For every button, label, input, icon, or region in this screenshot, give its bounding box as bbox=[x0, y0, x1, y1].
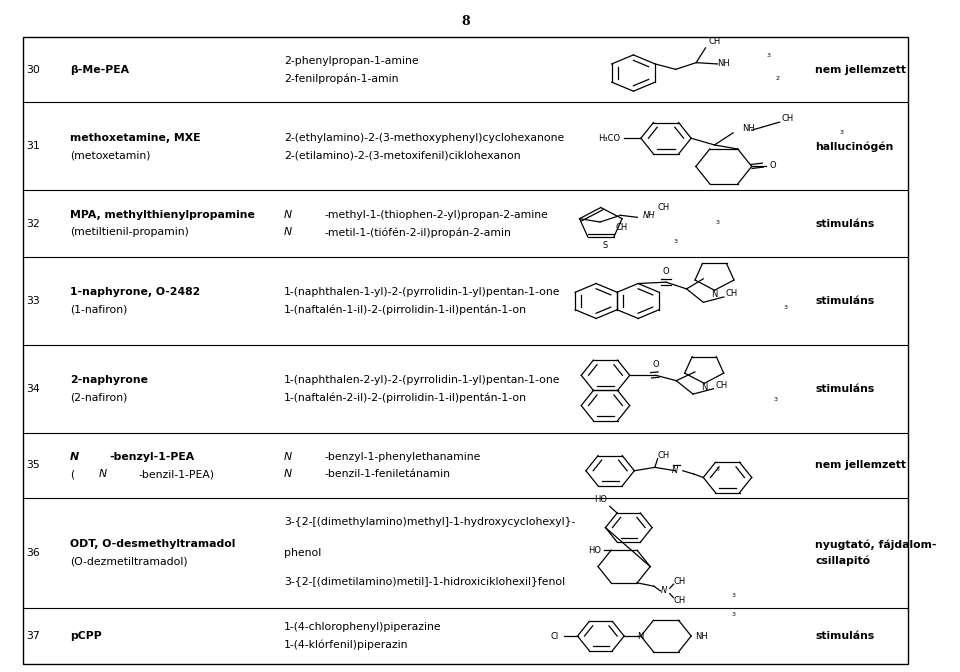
Text: N: N bbox=[661, 587, 667, 595]
Text: 8: 8 bbox=[462, 15, 470, 28]
Text: ODT, O-desmethyltramadol: ODT, O-desmethyltramadol bbox=[70, 540, 235, 550]
Text: 32: 32 bbox=[26, 218, 39, 228]
Text: 30: 30 bbox=[26, 65, 40, 75]
Text: (1-nafiron): (1-nafiron) bbox=[70, 304, 128, 314]
Text: stimuláns: stimuláns bbox=[815, 296, 875, 306]
Text: 3: 3 bbox=[716, 467, 720, 472]
Text: 3: 3 bbox=[774, 397, 778, 402]
Text: 3: 3 bbox=[840, 130, 844, 135]
Text: CH: CH bbox=[781, 114, 794, 123]
Text: -benzyl-1-phenylethanamine: -benzyl-1-phenylethanamine bbox=[324, 452, 480, 462]
Text: 34: 34 bbox=[26, 384, 39, 394]
Text: 2-(etilamino)-2-(3-metoxifenil)ciklohexanon: 2-(etilamino)-2-(3-metoxifenil)ciklohexa… bbox=[284, 150, 520, 160]
Text: MPA, methylthienylpropamine: MPA, methylthienylpropamine bbox=[70, 210, 254, 220]
Text: CH: CH bbox=[708, 37, 721, 46]
Text: 33: 33 bbox=[26, 296, 39, 306]
Text: -methyl-1-(thiophen-2-yl)propan-2-amine: -methyl-1-(thiophen-2-yl)propan-2-amine bbox=[324, 210, 548, 220]
Text: pCPP: pCPP bbox=[70, 631, 102, 641]
Text: HO: HO bbox=[588, 546, 601, 555]
Text: stimuláns: stimuláns bbox=[815, 384, 875, 394]
Text: 2-(ethylamino)-2-(3-methoxyphenyl)cyclohexanone: 2-(ethylamino)-2-(3-methoxyphenyl)cycloh… bbox=[284, 132, 564, 142]
Text: N: N bbox=[672, 466, 679, 475]
Text: N: N bbox=[99, 469, 108, 479]
Text: 3: 3 bbox=[732, 593, 735, 598]
Text: 3: 3 bbox=[783, 305, 788, 310]
Text: N: N bbox=[636, 632, 643, 640]
Text: N: N bbox=[284, 452, 292, 462]
Text: nem jellemzett: nem jellemzett bbox=[815, 460, 906, 470]
Text: N: N bbox=[701, 383, 708, 392]
Text: CH: CH bbox=[715, 381, 728, 390]
Text: CH: CH bbox=[674, 577, 685, 586]
Text: 1-(naphthalen-2-yl)-2-(pyrrolidin-1-yl)pentan-1-one: 1-(naphthalen-2-yl)-2-(pyrrolidin-1-yl)p… bbox=[284, 375, 561, 385]
Text: 2-naphyrone: 2-naphyrone bbox=[70, 375, 148, 385]
Text: NH: NH bbox=[643, 212, 656, 220]
Text: (metiltienil-propamin): (metiltienil-propamin) bbox=[70, 227, 189, 237]
Text: 3-{2-[(dimethylamino)methyl]-1-hydroxycyclohexyl}-: 3-{2-[(dimethylamino)methyl]-1-hydroxycy… bbox=[284, 517, 575, 528]
Text: 1-(naftalén-2-il)-2-(pirrolidin-1-il)pentán-1-on: 1-(naftalén-2-il)-2-(pirrolidin-1-il)pen… bbox=[284, 392, 527, 403]
Text: NH: NH bbox=[742, 124, 756, 133]
Text: H₃CO: H₃CO bbox=[598, 134, 620, 142]
Text: 1-(4-chlorophenyl)piperazine: 1-(4-chlorophenyl)piperazine bbox=[284, 622, 442, 632]
Text: 2: 2 bbox=[776, 75, 780, 81]
Text: NH: NH bbox=[695, 632, 708, 640]
Text: 1-(naphthalen-1-yl)-2-(pyrrolidin-1-yl)pentan-1-one: 1-(naphthalen-1-yl)-2-(pyrrolidin-1-yl)p… bbox=[284, 287, 561, 297]
Text: Cl: Cl bbox=[550, 632, 559, 640]
Text: N: N bbox=[284, 210, 292, 220]
Text: N: N bbox=[284, 227, 292, 237]
Text: CH: CH bbox=[616, 223, 628, 232]
Text: 3: 3 bbox=[766, 52, 771, 58]
Text: csillapitó: csillapitó bbox=[815, 556, 870, 566]
Text: -metil-1-(tiófén-2-il)propán-2-amin: -metil-1-(tiófén-2-il)propán-2-amin bbox=[324, 227, 511, 238]
Text: 37: 37 bbox=[26, 631, 39, 641]
Text: β-Me-PEA: β-Me-PEA bbox=[70, 65, 129, 75]
Text: nem jellemzett: nem jellemzett bbox=[815, 65, 906, 75]
Text: N: N bbox=[711, 290, 718, 299]
Text: CH: CH bbox=[674, 596, 685, 605]
Text: S: S bbox=[603, 241, 608, 249]
Text: N: N bbox=[284, 469, 292, 479]
Text: 2-fenilpropán-1-amin: 2-fenilpropán-1-amin bbox=[284, 73, 398, 84]
Text: stimuláns: stimuláns bbox=[815, 631, 875, 641]
Text: CH: CH bbox=[658, 204, 670, 212]
Text: 1-(4-klórfenil)piperazin: 1-(4-klórfenil)piperazin bbox=[284, 640, 409, 650]
Text: (2-nafiron): (2-nafiron) bbox=[70, 392, 128, 403]
Text: (metoxetamin): (metoxetamin) bbox=[70, 150, 151, 160]
Text: 3: 3 bbox=[732, 612, 735, 617]
Text: -benzil-1-feniletánamin: -benzil-1-feniletánamin bbox=[324, 469, 450, 479]
Text: 36: 36 bbox=[26, 548, 39, 558]
Text: O: O bbox=[662, 267, 669, 276]
Text: 3-{2-[(dimetilamino)metil]-1-hidroxiciklohexil}fenol: 3-{2-[(dimetilamino)metil]-1-hidroxicikl… bbox=[284, 576, 565, 585]
Text: O: O bbox=[653, 360, 660, 369]
Text: methoxetamine, MXE: methoxetamine, MXE bbox=[70, 132, 201, 142]
Text: stimuláns: stimuláns bbox=[815, 218, 875, 228]
Text: -benzyl-1-PEA: -benzyl-1-PEA bbox=[109, 452, 195, 462]
Text: 2-phenylpropan-1-amine: 2-phenylpropan-1-amine bbox=[284, 56, 419, 66]
Text: 1-(naftalén-1-il)-2-(pirrolidin-1-il)pentán-1-on: 1-(naftalén-1-il)-2-(pirrolidin-1-il)pen… bbox=[284, 304, 527, 315]
Text: phenol: phenol bbox=[284, 548, 322, 558]
Text: HO: HO bbox=[594, 495, 607, 504]
Text: O: O bbox=[770, 161, 777, 169]
Text: CH: CH bbox=[658, 451, 670, 460]
Text: (O-dezmetiltramadol): (O-dezmetiltramadol) bbox=[70, 557, 187, 567]
Text: 3: 3 bbox=[716, 220, 720, 224]
Text: 31: 31 bbox=[26, 141, 39, 151]
Text: 1-naphyrone, O-2482: 1-naphyrone, O-2482 bbox=[70, 287, 200, 297]
Text: nyugtató, fájdalom-: nyugtató, fájdalom- bbox=[815, 540, 937, 550]
Text: (: ( bbox=[70, 469, 74, 479]
Text: CH: CH bbox=[726, 289, 738, 298]
Text: 35: 35 bbox=[26, 460, 39, 470]
Text: N: N bbox=[70, 452, 79, 462]
Text: NH: NH bbox=[718, 60, 731, 69]
Text: hallucinógén: hallucinógén bbox=[815, 141, 894, 152]
Text: 3: 3 bbox=[674, 239, 678, 244]
Text: -benzil-1-PEA): -benzil-1-PEA) bbox=[139, 469, 215, 479]
